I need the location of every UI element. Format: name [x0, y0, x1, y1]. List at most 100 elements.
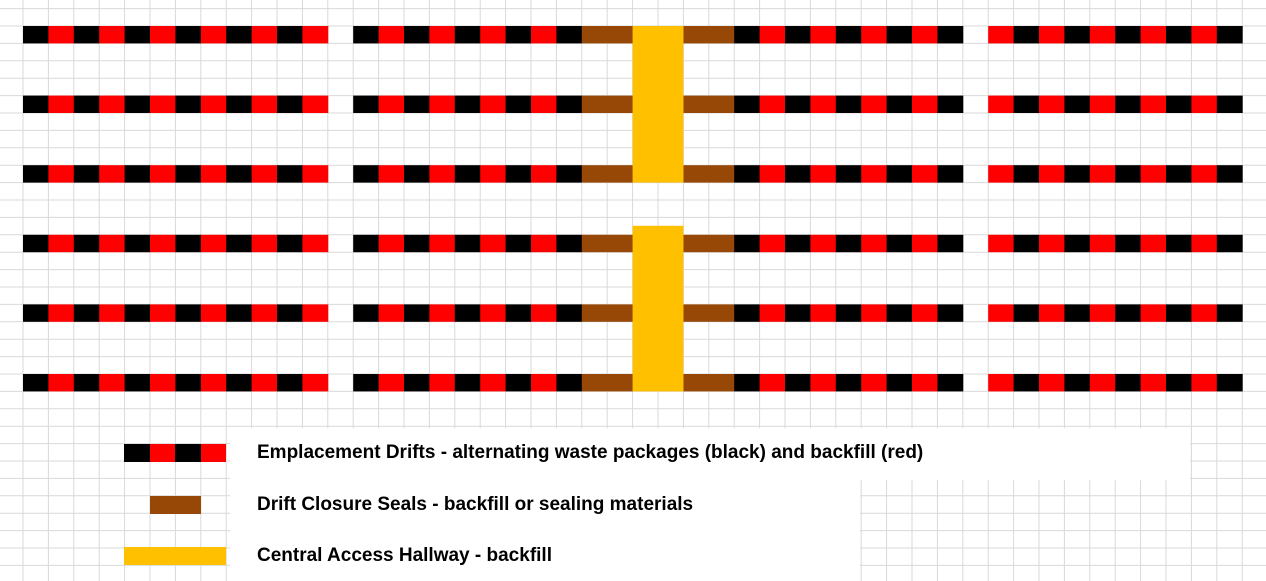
- drift-cell: [150, 95, 176, 113]
- drift-cell: [99, 304, 126, 322]
- drift-cell: [937, 165, 964, 183]
- drift-cell: [937, 26, 964, 44]
- drift-cell: [251, 234, 278, 253]
- drift-cell: [226, 304, 253, 322]
- drift-cell: [785, 165, 811, 183]
- drift-cell: [988, 304, 1015, 322]
- drift-cell: [99, 26, 126, 44]
- drift-cell: [175, 234, 202, 253]
- drift-cell: [531, 234, 557, 253]
- drift-cell: [683, 234, 735, 253]
- drift-cell: [378, 234, 405, 253]
- legend-swatch: [175, 444, 201, 462]
- drift-cell: [1013, 26, 1040, 44]
- drift-cell: [454, 26, 481, 44]
- legend-swatch: [150, 444, 175, 462]
- drifts: [23, 26, 1243, 392]
- drift-cell: [480, 26, 507, 44]
- drift-cell: [734, 165, 761, 183]
- drift-cell: [1166, 165, 1192, 183]
- drift-cell: [226, 95, 253, 113]
- drift-cell: [48, 304, 75, 322]
- drift-cell: [886, 304, 913, 322]
- drift-cell: [175, 304, 202, 322]
- drift-cell: [810, 165, 837, 183]
- drift-cell: [23, 304, 49, 322]
- drift-cell: [23, 234, 49, 253]
- drift-cell: [988, 234, 1015, 253]
- drift-cell: [277, 165, 303, 183]
- drift-cell: [48, 95, 75, 113]
- drift-cell: [353, 95, 380, 113]
- drift-cell: [785, 26, 811, 44]
- drift-cell: [1115, 304, 1142, 322]
- drift-cell: [1064, 304, 1091, 322]
- drift-cell: [531, 26, 557, 44]
- drift-cell: [454, 304, 481, 322]
- drift-cell: [505, 95, 532, 113]
- drift-cell: [734, 234, 761, 253]
- drift-cell: [302, 234, 329, 253]
- drift-cell: [683, 165, 735, 183]
- drift-cell: [251, 374, 278, 392]
- drift-cell: [1039, 304, 1065, 322]
- drift-cell: [505, 165, 532, 183]
- drift-cell: [378, 95, 405, 113]
- drift-cell: [73, 234, 100, 253]
- drift-cell: [404, 374, 430, 392]
- drift-cell: [861, 26, 888, 44]
- drift-cell: [734, 26, 761, 44]
- drift-cell: [175, 26, 202, 44]
- drift-cell: [734, 95, 761, 113]
- legend-bg: [230, 480, 860, 581]
- drift-cell: [988, 95, 1015, 113]
- drift-cell: [353, 165, 380, 183]
- drift-cell: [1115, 234, 1142, 253]
- drift-cell: [23, 26, 49, 44]
- drift-cell: [150, 234, 176, 253]
- drift-cell: [581, 95, 634, 113]
- drift-cell: [912, 304, 938, 322]
- drift-cell: [835, 26, 862, 44]
- drift-cell: [1089, 374, 1116, 392]
- legend-swatch: [150, 496, 201, 514]
- drift-cell: [404, 95, 430, 113]
- legend-label: Emplacement Drifts - alternating waste p…: [257, 442, 923, 463]
- drift-cell: [1191, 165, 1218, 183]
- drift-cell: [454, 374, 481, 392]
- drift-cell: [353, 374, 380, 392]
- drift-cell: [353, 304, 380, 322]
- drift-cell: [1216, 95, 1243, 113]
- drift-cell: [378, 26, 405, 44]
- drift-cell: [454, 234, 481, 253]
- drift-cell: [1039, 95, 1065, 113]
- drift-cell: [48, 165, 75, 183]
- drift-cell: [1064, 374, 1091, 392]
- drift-cell: [861, 95, 888, 113]
- drift-cell: [988, 165, 1015, 183]
- drift-cell: [581, 26, 634, 44]
- drift-cell: [124, 304, 151, 322]
- drift-cell: [302, 165, 329, 183]
- drift-cell: [1064, 234, 1091, 253]
- drift-cell: [353, 26, 380, 44]
- drift-cell: [454, 165, 481, 183]
- drift-cell: [1013, 374, 1040, 392]
- drift-cell: [251, 95, 278, 113]
- drift-cell: [556, 304, 583, 322]
- drift-cell: [23, 374, 49, 392]
- drift-cell: [480, 234, 507, 253]
- drift-cell: [150, 374, 176, 392]
- drift-cell: [1216, 165, 1243, 183]
- drift-cell: [404, 234, 430, 253]
- drift-cell: [1191, 304, 1218, 322]
- drift-cell: [886, 95, 913, 113]
- drift-cell: [912, 234, 938, 253]
- drift-cell: [1013, 95, 1040, 113]
- drift-cell: [505, 304, 532, 322]
- drift-cell: [1191, 26, 1218, 44]
- drift-cell: [429, 304, 456, 322]
- drift-cell: [759, 95, 786, 113]
- drift-cell: [785, 374, 811, 392]
